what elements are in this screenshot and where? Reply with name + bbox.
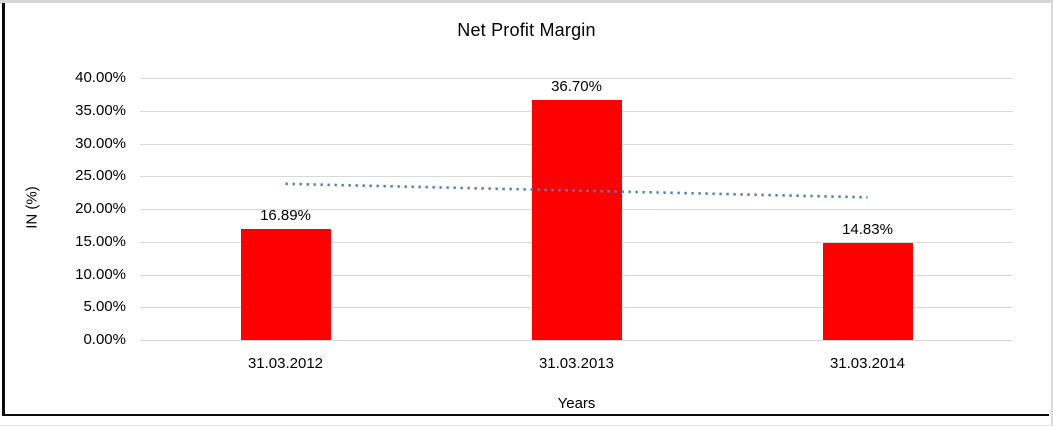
trendline: [285, 182, 868, 199]
y-tick-label: 15.00%: [75, 232, 126, 250]
y-tick-label: 0.00%: [83, 331, 126, 348]
bar-31.03.2012: [240, 229, 331, 340]
x-tick-label: 31.03.2012: [247, 355, 324, 372]
bar-value-label: 36.70%: [551, 77, 602, 95]
y-tick-label: 35.00%: [75, 101, 126, 119]
x-tick-label: 31.03.2013: [538, 355, 615, 372]
y-tick-label: 5.00%: [83, 298, 126, 316]
bar-31.03.2014: [822, 242, 913, 340]
y-tick-label: 20.00%: [75, 200, 126, 217]
x-axis-tick-labels: 31.03.2012 31.03.2013 31.03.2014: [140, 355, 1013, 372]
chart-title: Net Profit Margin: [457, 20, 596, 40]
y-tick-label: 10.00%: [75, 265, 126, 283]
y-tick-label: 25.00%: [75, 167, 126, 185]
bar-value-label: 16.89%: [260, 207, 311, 225]
bar-value-label: 14.83%: [842, 220, 893, 238]
y-tick-label: 30.00%: [75, 134, 126, 152]
gridline: [140, 340, 1013, 341]
x-axis-title: Years: [557, 395, 596, 412]
x-tick-label: 31.03.2014: [829, 355, 906, 372]
y-tick-label: 40.00%: [75, 69, 126, 86]
bar-31.03.2013: [531, 99, 622, 340]
plot-area: 16.89% 36.70% 14.83%: [140, 77, 1013, 341]
gridline: [140, 78, 1013, 79]
